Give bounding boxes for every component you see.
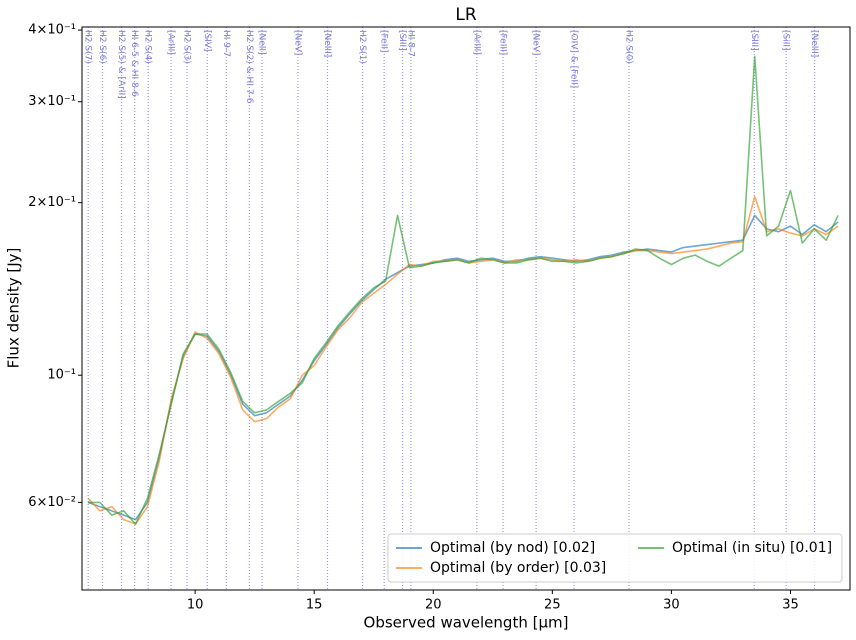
x-tick-label: 30: [663, 598, 680, 613]
line-marker-label: H2 S(0): [624, 30, 634, 64]
series-line: [87, 214, 839, 521]
chart-title: LR: [455, 5, 476, 25]
line-marker-label: [FeII]: [379, 30, 389, 53]
x-tick-label: 25: [544, 598, 561, 613]
line-marker-label: H2 S(5) & [ArII]: [116, 30, 126, 99]
x-tick-label: 15: [306, 598, 323, 613]
series-line: [87, 55, 839, 525]
line-marker-label: H2 S(7): [83, 30, 93, 64]
line-marker-label: [SiII]: [781, 30, 791, 51]
y-tick-label: 3×10⁻¹: [28, 94, 76, 109]
x-tick-label: 20: [425, 598, 442, 613]
line-marker-label: [NeII]: [257, 30, 267, 55]
y-tick-label: 4×10⁻¹: [28, 23, 76, 38]
line-marker-label: [SIII]: [397, 30, 407, 51]
line-marker-label: H2 S(2) & HI 7-6: [244, 30, 254, 104]
line-marker-label: HI 9-7: [221, 30, 231, 57]
x-axis-label: Observed wavelength [μm]: [364, 614, 569, 632]
y-tick-label: 2×10⁻¹: [28, 195, 76, 210]
line-marker-label: HI 8-7: [405, 30, 415, 57]
x-tick-label: 35: [782, 598, 799, 613]
data-lines: [87, 55, 839, 525]
line-marker-label: H2 S(4): [143, 30, 153, 64]
y-tick-label: 10⁻¹: [47, 368, 76, 383]
plot-frame: [81, 26, 851, 591]
legend-label: Optimal (in situ) [0.01]: [672, 540, 832, 556]
line-marker-label: HI 6-5 & HI 8-6: [129, 30, 139, 97]
line-marker-label: [FeIII]: [498, 30, 508, 55]
line-marker-label: [NeIII]: [322, 30, 332, 57]
line-marker-label: H2 S(6): [97, 30, 107, 64]
line-marker-label: [NeV]: [292, 30, 302, 55]
line-marker-label: [ArIII]: [471, 30, 481, 55]
line-marker-label: [OIV] & [FeII]: [568, 30, 578, 88]
line-marker-label: [NeIII]: [809, 30, 819, 57]
y-axis-label: Flux density [Jy]: [5, 248, 23, 369]
line-marker-label: H2 S(3): [182, 30, 192, 64]
line-marker-label: H2 S(1): [357, 30, 367, 64]
plot-area: [82, 27, 850, 590]
line-marker-label: [SIV]: [202, 30, 212, 52]
legend-box: [387, 533, 843, 583]
x-tick-label: 10: [187, 598, 204, 613]
y-tick-label: 6×10⁻²: [28, 495, 76, 510]
line-marker-label: [NeV]: [531, 30, 541, 55]
line-marker-label: [SIII]: [749, 30, 759, 51]
legend-label: Optimal (by nod) [0.02]: [430, 540, 595, 556]
legend-label: Optimal (by order) [0.03]: [430, 560, 606, 576]
annotation-lines: H2 S(7) H2 S(6) H2 S(5) & [ArII] HI 6-5 & H…: [83, 27, 819, 590]
line-marker-label: [ArIII]: [166, 30, 176, 55]
